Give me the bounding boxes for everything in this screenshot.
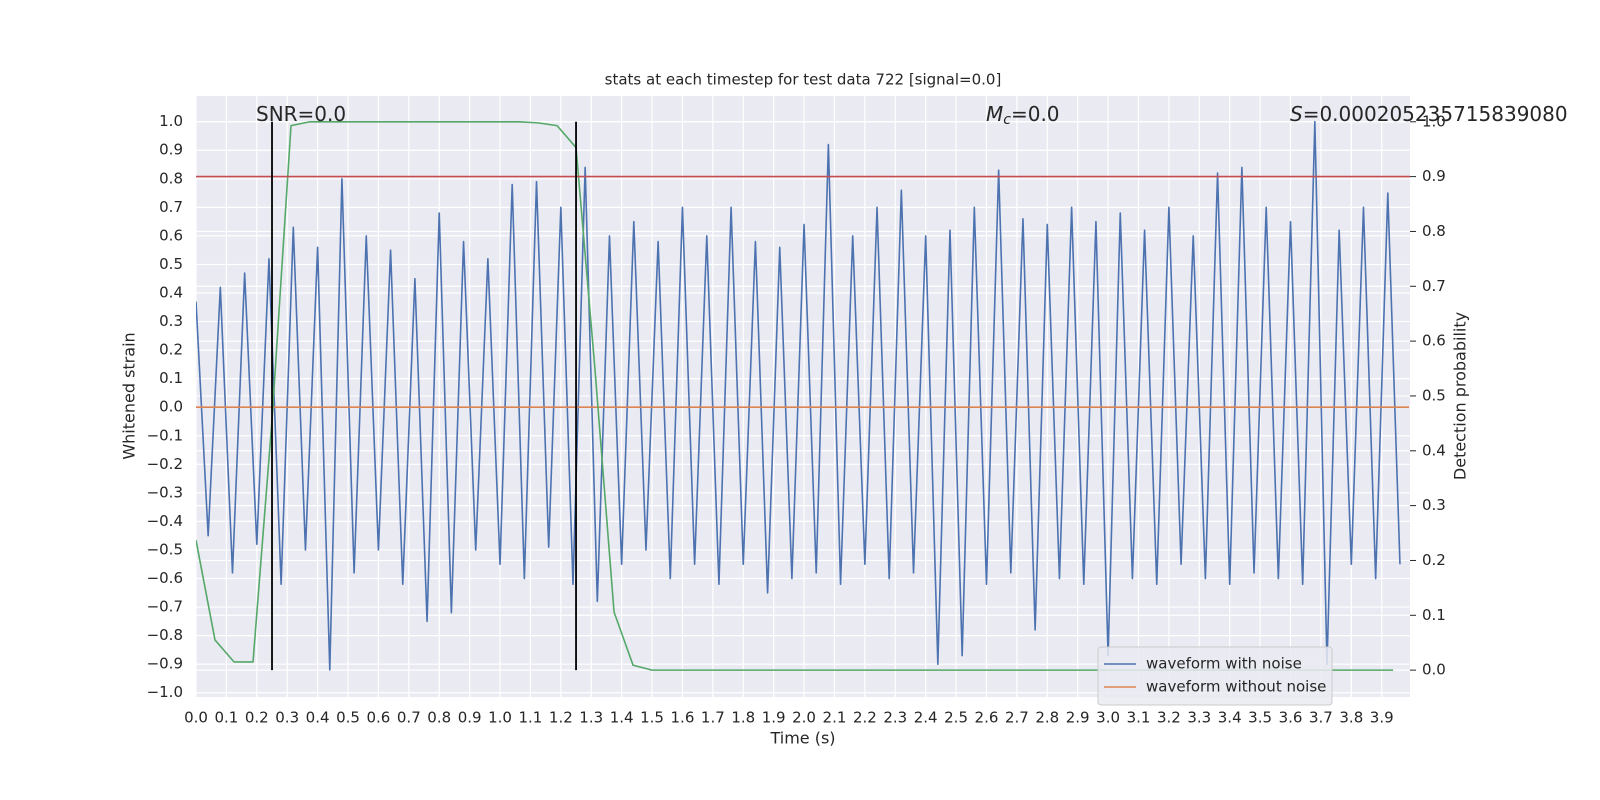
x-tick-label: 0.9 [458,709,482,727]
annotation-symbol: M [986,102,1003,126]
x-tick-label: 3.8 [1339,709,1363,727]
y-tick-label: 1.0 [159,112,183,130]
x-tick-label: 3.2 [1157,709,1181,727]
x-tick-label: 2.4 [914,709,938,727]
y2-tick-label: 1.0 [1422,112,1446,130]
y2-tick-label: 0.2 [1422,551,1446,569]
y2-tick-label: 0.3 [1422,496,1446,514]
x-tick-label: 3.0 [1096,709,1120,727]
y-tick-label: −0.7 [147,598,183,616]
y-tick-label: 0.5 [159,255,183,273]
x-tick-label: 1.7 [701,709,725,727]
y-tick-label: −0.2 [147,455,183,473]
x-tick-label: 2.3 [883,709,907,727]
x-tick-label: 2.8 [1035,709,1059,727]
x-tick-label: 0.4 [306,709,330,727]
x-tick-label: 1.6 [671,709,695,727]
legend-label: waveform with noise [1146,655,1302,673]
y-tick-label: 0.1 [159,369,183,387]
annotation: Mc=0.0 [986,102,1060,129]
x-tick-label: 1.9 [762,709,786,727]
y-tick-label: −0.1 [147,426,183,444]
y2-tick-label: 0.5 [1422,386,1446,404]
y-tick-label: −0.4 [147,512,183,530]
y-tick-label: −0.9 [147,655,183,673]
x-tick-label: 1.0 [488,709,512,727]
annotation-text: =0.000205235715839080 [1303,102,1568,126]
x-tick-label: 1.2 [549,709,573,727]
y-tick-label: 0.2 [159,341,183,359]
y-tick-label: 0.0 [159,398,183,416]
x-tick-label: 3.1 [1127,709,1151,727]
x-tick-label: 0.3 [275,709,299,727]
annotation: S=0.000205235715839080 [1290,102,1568,126]
y-tick-label: −1.0 [147,683,183,701]
x-tick-label: 2.1 [823,709,847,727]
annotation-text: SNR=0.0 [256,102,346,126]
x-tick-label: 2.5 [944,709,968,727]
y2-tick-label: 0.7 [1422,277,1446,295]
x-tick-label: 1.4 [610,709,634,727]
y-tick-label: 0.9 [159,141,183,159]
annotation-text: =0.0 [1011,102,1060,126]
y-axis-label: Whitened strain [120,332,139,459]
chart-title: stats at each timestep for test data 722… [605,71,1002,89]
x-tick-label: 3.5 [1248,709,1272,727]
x-tick-label: 0.1 [214,709,238,727]
x-tick-label: 0.8 [427,709,451,727]
y2-tick-label: 0.6 [1422,332,1446,350]
x-tick-label: 0.6 [366,709,390,727]
x-tick-label: 1.5 [640,709,664,727]
y2-tick-label: 0.1 [1422,606,1446,624]
x-tick-label: 2.7 [1005,709,1029,727]
y-tick-label: −0.6 [147,569,183,587]
y2-tick-label: 0.4 [1422,441,1446,459]
y-tick-label: 0.3 [159,312,183,330]
x-tick-label: 2.2 [853,709,877,727]
x-tick-label: 1.3 [579,709,603,727]
y2-tick-label: 0.8 [1422,222,1446,240]
x-tick-label: 0.0 [184,709,208,727]
x-axis-label: Time (s) [769,729,835,748]
x-tick-label: 3.7 [1309,709,1333,727]
x-tick-label: 1.8 [731,709,755,727]
x-tick-label: 0.2 [245,709,269,727]
y2-tick-label: 0.0 [1422,661,1446,679]
x-tick-label: 3.4 [1218,709,1242,727]
y-tick-label: −0.5 [147,540,183,558]
y-tick-label: 0.7 [159,198,183,216]
legend-label: waveform without noise [1146,678,1326,696]
x-tick-label: 2.9 [1066,709,1090,727]
x-tick-label: 3.6 [1279,709,1303,727]
y-tick-label: 0.8 [159,169,183,187]
legend: waveform with noise waveform without nois… [1097,646,1333,706]
annotation-symbol: S [1290,102,1303,126]
y-tick-label: 0.4 [159,284,183,302]
x-tick-label: 2.0 [792,709,816,727]
y2-tick-label: 0.9 [1422,167,1446,185]
x-tick-label: 3.9 [1370,709,1394,727]
x-tick-label: 2.6 [975,709,999,727]
x-tick-label: 3.3 [1187,709,1211,727]
y2-axis-label: Detection probability [1451,312,1470,480]
x-tick-label: 0.5 [336,709,360,727]
x-tick-label: 1.1 [519,709,543,727]
y-tick-label: 0.6 [159,226,183,244]
annotation: SNR=0.0 [256,102,346,126]
legend-box [1097,646,1333,706]
y-tick-label: −0.8 [147,626,183,644]
y-tick-label: −0.3 [147,483,183,501]
annotation-subscript: c [1003,112,1011,128]
x-tick-label: 0.7 [397,709,421,727]
